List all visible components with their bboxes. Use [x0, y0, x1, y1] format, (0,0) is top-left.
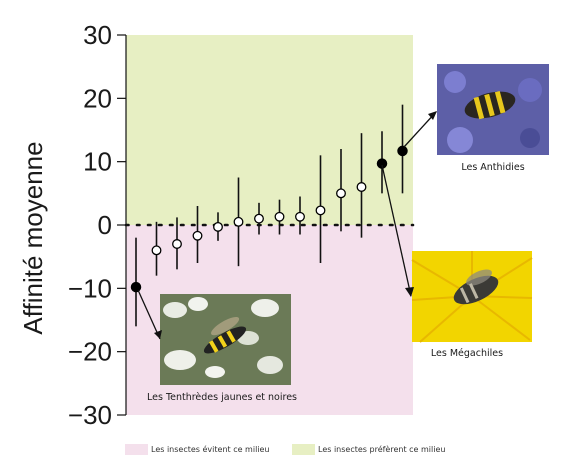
annotation-arrows: [137, 111, 437, 340]
y-tick-label: 10: [83, 147, 112, 177]
photo-anthidies: [437, 64, 549, 155]
y-tick-label: −20: [68, 337, 112, 367]
y-tick-label: −30: [68, 400, 112, 430]
data-point-open: [233, 216, 244, 227]
legend-label-avoid: Les insectes évitent ce milieu: [151, 444, 270, 454]
data-point-open: [192, 230, 203, 241]
arrow-head-anthidies: [428, 111, 437, 120]
y-axis: 30 20 10 0 −10 −20 −30: [68, 20, 127, 430]
legend-swatch-prefer: [292, 444, 315, 455]
arrow-anthidies: [403, 111, 437, 148]
legend-swatch-avoid: [125, 444, 148, 455]
data-point-open: [315, 205, 326, 216]
data-point-open: [274, 211, 285, 222]
data-point-open: [295, 211, 305, 222]
legend: Les insectes évitent ce milieu Les insec…: [125, 444, 445, 455]
y-tick-label: 20: [83, 83, 112, 113]
data-point-filled: [130, 281, 142, 293]
zone-positive: [126, 35, 413, 225]
data-point-open: [336, 188, 346, 199]
data-point-open: [151, 245, 162, 256]
photo-megachiles: [411, 251, 533, 343]
data-point-open: [254, 213, 264, 224]
label-tenthredes: Les Tenthrèdes jaunes et noires: [147, 392, 297, 403]
label-anthidies: Les Anthidies: [461, 162, 524, 173]
y-axis-label: Affinité moyenne: [18, 141, 48, 334]
data-point-open: [172, 239, 182, 249]
anthidium-bee-icon: [464, 91, 516, 120]
data-point-filled: [376, 158, 388, 169]
label-megachiles: Les Mégachiles: [431, 348, 503, 359]
arrow-megachiles: [381, 164, 412, 297]
y-tick-label: 0: [98, 210, 112, 240]
y-tick-label: −10: [68, 273, 112, 303]
photo-tenthredes: [160, 294, 291, 385]
megachile-bee-icon: [453, 269, 499, 305]
data-point-open: [213, 221, 223, 232]
arrow-head-tenthredes: [154, 330, 162, 339]
data-points: [130, 145, 408, 293]
data-point-filled: [397, 145, 408, 157]
sawfly-icon: [203, 317, 247, 354]
y-tick-label: 30: [83, 20, 112, 50]
data-point-open: [356, 182, 367, 192]
arrow-tenthredes: [137, 289, 161, 340]
arrow-head-megachiles: [405, 287, 414, 297]
legend-label-prefer: Les insectes préfèrent ce milieu: [318, 444, 445, 454]
